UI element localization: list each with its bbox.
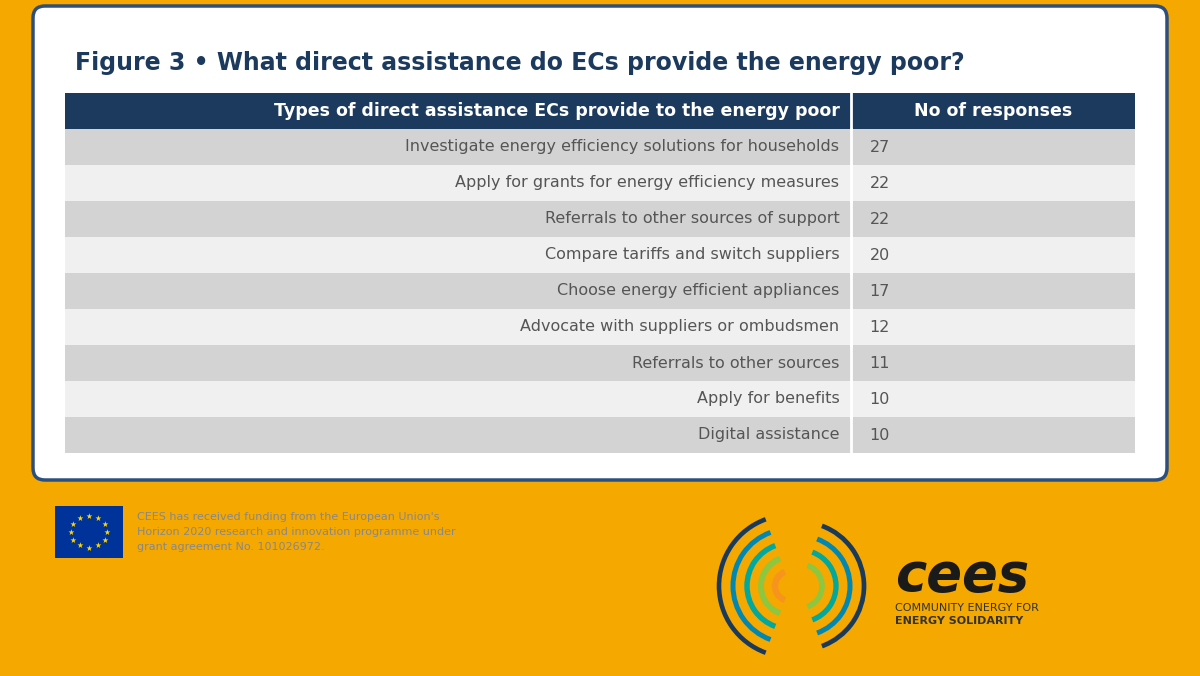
Bar (55, 506, 124, 558)
Bar (65, 201, 1135, 237)
Text: Types of direct assistance ECs provide to the energy poor: Types of direct assistance ECs provide t… (274, 102, 840, 120)
Text: ★: ★ (77, 541, 84, 550)
Bar (65, 309, 1135, 345)
Text: ★: ★ (101, 535, 108, 544)
Text: Digital assistance: Digital assistance (698, 427, 840, 443)
Text: cees: cees (895, 550, 1030, 602)
Bar (65, 273, 1135, 309)
Text: ★: ★ (95, 514, 102, 523)
Bar (65, 345, 1135, 381)
Text: ★: ★ (85, 512, 92, 521)
Text: ★: ★ (70, 519, 77, 529)
FancyBboxPatch shape (34, 6, 1166, 480)
Text: ★: ★ (101, 519, 108, 529)
Text: Figure 3 • What direct assistance do ECs provide the energy poor?: Figure 3 • What direct assistance do ECs… (74, 51, 965, 75)
Text: Apply for benefits: Apply for benefits (697, 391, 840, 406)
Text: Investigate energy efficiency solutions for households: Investigate energy efficiency solutions … (406, 139, 840, 155)
Text: ★: ★ (77, 514, 84, 523)
Text: ENERGY SOLIDARITY: ENERGY SOLIDARITY (895, 616, 1024, 626)
Text: 20: 20 (870, 247, 889, 262)
Bar (65, 165, 1135, 201)
Text: ★: ★ (103, 527, 110, 537)
Text: Apply for grants for energy efficiency measures: Apply for grants for energy efficiency m… (456, 176, 840, 191)
Bar (65, 93, 1135, 129)
Text: No of responses: No of responses (914, 102, 1073, 120)
Bar (65, 381, 1135, 417)
Text: 11: 11 (870, 356, 890, 370)
Text: 12: 12 (870, 320, 890, 335)
Bar (65, 129, 1135, 165)
Text: 17: 17 (870, 283, 890, 299)
Text: 10: 10 (870, 391, 890, 406)
Text: ★: ★ (95, 541, 102, 550)
Bar (65, 417, 1135, 453)
Text: Choose energy efficient appliances: Choose energy efficient appliances (557, 283, 840, 299)
Text: ★: ★ (67, 527, 74, 537)
Text: Advocate with suppliers or ombudsmen: Advocate with suppliers or ombudsmen (521, 320, 840, 335)
Text: 10: 10 (870, 427, 890, 443)
Text: Referrals to other sources of support: Referrals to other sources of support (545, 212, 840, 226)
Text: 27: 27 (870, 139, 889, 155)
Text: Compare tariffs and switch suppliers: Compare tariffs and switch suppliers (545, 247, 840, 262)
Text: Referrals to other sources: Referrals to other sources (632, 356, 840, 370)
Bar (65, 237, 1135, 273)
Text: ★: ★ (85, 544, 92, 552)
Text: ★: ★ (70, 535, 77, 544)
Text: CEES has received funding from the European Union's
Horizon 2020 research and in: CEES has received funding from the Europ… (137, 512, 456, 552)
Text: 22: 22 (870, 176, 889, 191)
Text: 22: 22 (870, 212, 889, 226)
Text: COMMUNITY ENERGY FOR: COMMUNITY ENERGY FOR (895, 603, 1039, 613)
